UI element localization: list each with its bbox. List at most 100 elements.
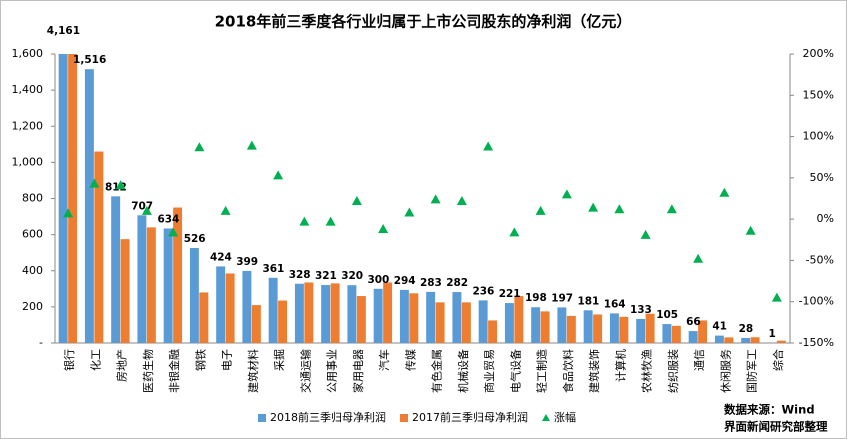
scatter-point <box>640 229 651 239</box>
bar <box>583 310 593 343</box>
bar <box>714 335 724 343</box>
plot-area <box>58 54 786 344</box>
bar <box>409 293 419 343</box>
value-label: 197 <box>551 292 573 304</box>
bar <box>724 337 734 343</box>
bar <box>452 292 462 343</box>
legend-swatch <box>400 414 408 422</box>
value-label: 4,161 <box>47 25 80 37</box>
bar <box>426 291 436 343</box>
bar <box>540 311 550 343</box>
x-tick-label: 医药生物 <box>141 349 155 393</box>
legend-label: 2018前三季归母净利润 <box>270 410 386 424</box>
bar <box>347 285 357 343</box>
bar <box>609 313 619 343</box>
scatter-point <box>325 216 336 226</box>
bar <box>461 302 471 343</box>
y2-tick-label: -50% <box>806 253 834 266</box>
value-label: 1 <box>768 328 775 340</box>
x-tick-label: 国防军工 <box>745 349 759 393</box>
x-tick-label: 钢铁 <box>194 349 207 371</box>
value-label: 283 <box>420 277 442 289</box>
bar <box>645 313 655 343</box>
source-note: 界面新闻研究部整理 <box>724 420 828 434</box>
bar <box>94 151 104 343</box>
scatter-point <box>63 208 74 218</box>
bar <box>741 337 751 343</box>
scatter-point <box>509 227 520 237</box>
x-tick-label: 商业贸易 <box>482 349 496 393</box>
x-tick-label: 农林牧渔 <box>640 349 654 393</box>
value-label: 526 <box>184 233 206 245</box>
value-label: 282 <box>446 277 468 289</box>
bar <box>488 320 498 343</box>
scatter-point <box>745 225 756 235</box>
bar <box>68 54 78 343</box>
bar <box>373 288 383 343</box>
bar <box>636 318 646 343</box>
chart-title: 2018年前三季度各行业归属于上市公司股东的净利润（亿元） <box>215 13 632 31</box>
scatter-point <box>693 253 704 263</box>
bar <box>776 340 786 343</box>
y-tick-label: 1,200 <box>12 119 44 132</box>
y-tick-label: - <box>39 336 43 349</box>
value-label: 28 <box>739 323 754 335</box>
y2-tick-label: -150% <box>799 336 834 349</box>
scatter-point <box>168 227 179 237</box>
legend-swatch <box>258 414 266 422</box>
legend-label: 涨幅 <box>554 411 576 424</box>
scatter-point <box>273 170 284 180</box>
scatter-point <box>246 140 257 150</box>
scatter-point <box>535 205 546 215</box>
value-label: 361 <box>262 263 284 275</box>
y-tick-label: 800 <box>22 192 43 205</box>
value-label: 399 <box>236 256 258 268</box>
value-label: 133 <box>630 304 652 316</box>
x-tick-label: 化工 <box>88 349 102 371</box>
value-label: 320 <box>341 270 363 282</box>
x-tick-label: 电气设备 <box>508 349 522 393</box>
bar <box>330 283 340 343</box>
scatter-point <box>456 195 467 205</box>
value-label: 105 <box>656 309 678 321</box>
y-tick-label: 600 <box>22 228 43 241</box>
x-tick-label: 银行 <box>62 349 76 371</box>
x-tick-label: 有色金属 <box>430 349 444 393</box>
scatter-point <box>89 178 100 188</box>
value-label: 181 <box>577 295 599 307</box>
bar <box>435 302 445 343</box>
legend-label: 2017前三季归母净利润 <box>412 410 528 424</box>
x-tick-label: 建筑装饰 <box>587 349 601 393</box>
value-label: 328 <box>289 269 311 281</box>
value-label: 236 <box>472 285 494 297</box>
bar <box>399 289 409 343</box>
bar <box>383 282 393 343</box>
x-tick-label: 机械设备 <box>456 349 470 393</box>
x-tick-label: 轻工制造 <box>535 349 549 393</box>
bar <box>58 54 68 343</box>
scatter-point <box>404 207 415 217</box>
x-tick-label: 休闲服务 <box>718 349 732 393</box>
y-tick-label: 200 <box>22 300 43 313</box>
x-tick-label: 家用电器 <box>351 349 365 393</box>
x-tick-label: 非银金融 <box>167 349 181 393</box>
y2-tick-label: 200% <box>803 47 834 60</box>
x-tick-label: 综合 <box>771 349 785 371</box>
value-label: 66 <box>686 316 701 328</box>
scatter-point <box>588 202 599 212</box>
y2-tick-label: -100% <box>799 295 834 308</box>
x-tick-label: 电子 <box>221 349 234 371</box>
value-label: 424 <box>210 251 232 263</box>
value-label: 300 <box>367 274 389 286</box>
value-label: 1,516 <box>73 54 106 66</box>
bar <box>137 215 147 343</box>
value-label: 294 <box>394 275 416 287</box>
y2-tick-label: 100% <box>803 130 834 143</box>
bar <box>478 300 488 343</box>
bar <box>225 273 235 343</box>
scatter-point <box>299 216 310 226</box>
x-tick-label: 汽车 <box>377 349 391 371</box>
x-tick-label: 食品饮料 <box>561 349 575 393</box>
bar <box>698 320 708 343</box>
